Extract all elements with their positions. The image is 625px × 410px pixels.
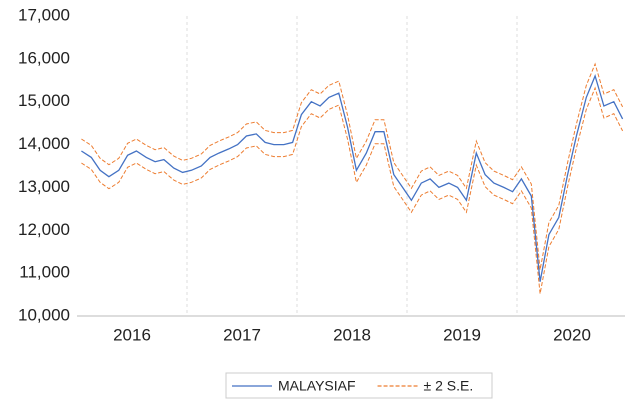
y-tick-label: 11,000 — [19, 263, 70, 282]
y-tick-label: 13,000 — [18, 177, 70, 196]
y-tick-label: 12,000 — [18, 220, 70, 239]
y-tick-label: 14,000 — [18, 134, 70, 153]
y-tick-label: 10,000 — [18, 305, 70, 324]
y-tick-label: 16,000 — [18, 48, 70, 67]
x-tick-label: 2019 — [443, 325, 481, 344]
y-tick-label: 15,000 — [18, 91, 70, 110]
legend-label: ± 2 S.E. — [424, 378, 474, 394]
x-tick-label: 2020 — [553, 325, 591, 344]
series-line — [81, 74, 624, 282]
x-tick-label: 2017 — [223, 325, 261, 344]
upper-band — [81, 62, 624, 270]
legend-label: MALAYSIAF — [278, 378, 356, 394]
x-tick-label: 2016 — [113, 325, 151, 344]
x-tick-label: 2018 — [333, 325, 371, 344]
lower-band — [81, 86, 624, 294]
y-tick-label: 17,000 — [18, 5, 70, 24]
legend-box — [225, 372, 493, 399]
